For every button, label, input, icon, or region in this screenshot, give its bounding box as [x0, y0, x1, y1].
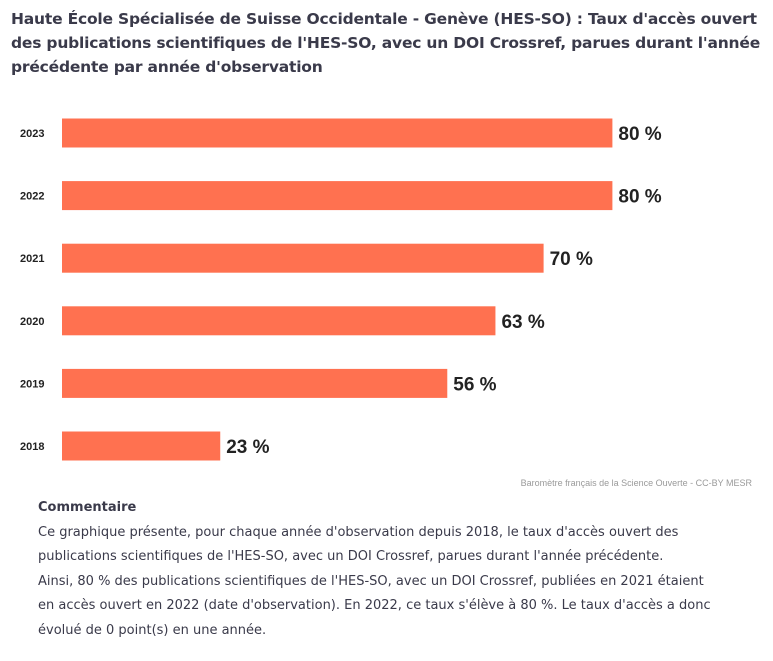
bar-chart: 2023 80 % 2022 80 % 2021 70 % 2020 63 % 2019 56 %…	[20, 118, 662, 461]
bars-layer: 2023 80 % 2022 80 % 2021 70 % 2020 63 % 2019 56 %…	[20, 118, 662, 461]
commentary-line: publications scientifiques de l'HES-SO, …	[38, 549, 664, 564]
bar	[62, 306, 496, 336]
y-tick-label: 2021	[20, 253, 44, 265]
commentary-heading: Commentaire	[38, 500, 137, 515]
bar	[62, 118, 613, 148]
data-label: 56 %	[453, 374, 496, 395]
data-label: 70 %	[550, 249, 593, 270]
commentary-line: Ainsi, 80 % des publications scientifiqu…	[38, 573, 704, 589]
y-tick-label: 2018	[20, 441, 44, 453]
commentary-line: Ce graphique présente, pour chaque année…	[38, 524, 679, 540]
commentary-section: Commentaire Ce graphique présente, pour …	[38, 496, 738, 643]
data-label: 80 %	[618, 187, 661, 208]
commentary-line: en accès ouvert en 2022 (date d'observat…	[38, 598, 711, 613]
y-tick-label: 2023	[20, 128, 44, 140]
bar	[62, 243, 544, 273]
chart-credit: Baromètre français de la Science Ouverte…	[520, 478, 752, 488]
bar	[62, 181, 613, 211]
bar	[62, 431, 221, 461]
y-tick-label: 2022	[20, 191, 44, 203]
y-tick-label: 2020	[20, 316, 44, 328]
data-label: 63 %	[501, 312, 544, 333]
y-tick-label: 2019	[20, 378, 44, 390]
data-label: 80 %	[618, 124, 661, 145]
bar	[62, 368, 448, 398]
commentary-line: évolué de 0 point(s) en une année.	[38, 622, 267, 638]
data-label: 23 %	[226, 437, 269, 458]
chart-title: Haute École Spécialisée de Suisse Occide…	[11, 10, 761, 76]
